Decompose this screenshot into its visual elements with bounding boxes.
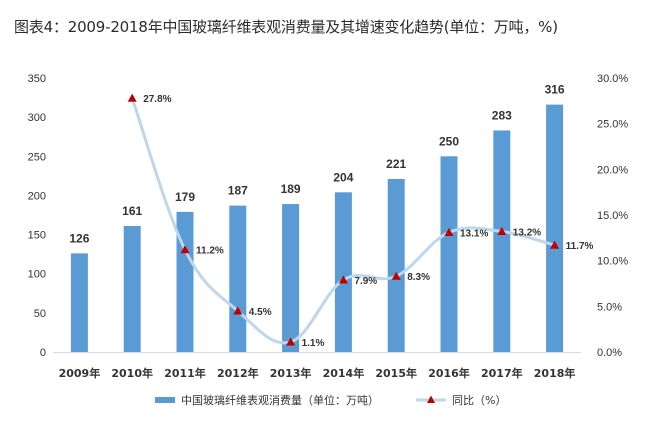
x-tick-label: 2009年	[59, 366, 101, 380]
chart-title: 图表4：2009-2018年中国玻璃纤维表观消费量及其增速变化趋势(单位：万吨，…	[14, 18, 558, 36]
bar-value-label: 316	[545, 83, 565, 97]
bar-value-label: 283	[492, 108, 512, 122]
growth-marker	[550, 240, 560, 249]
bar-series	[70, 104, 564, 352]
bar	[493, 130, 511, 352]
bar-value-label: 187	[228, 184, 248, 198]
x-tick-label: 2011年	[164, 366, 206, 380]
legend-bar-swatch	[155, 397, 175, 403]
y-right-tick-label: 25.0%	[597, 119, 628, 131]
growth-line-series	[127, 93, 560, 346]
legend-bar-label: 中国玻璃纤维表观消费量（单位：万吨）	[181, 393, 379, 407]
x-tick-label: 2016年	[428, 366, 470, 380]
bar-value-label: 179	[175, 190, 195, 204]
bar	[176, 211, 194, 352]
x-tick-label: 2017年	[481, 366, 523, 380]
y-left-tick-label: 0	[40, 347, 46, 359]
x-tick-label: 2014年	[323, 366, 365, 380]
growth-value-label: 13.1%	[460, 228, 488, 239]
y-right-tick-label: 5.0%	[597, 301, 622, 313]
bar-value-label: 250	[439, 134, 459, 148]
y-left-tick-label: 100	[28, 269, 46, 281]
x-tick-label: 2012年	[217, 366, 259, 380]
growth-value-label: 11.2%	[196, 246, 224, 257]
y-left-tick-label: 150	[28, 230, 46, 242]
y-left-tick-label: 200	[28, 190, 46, 202]
growth-marker	[444, 227, 454, 236]
growth-value-label: 4.5%	[249, 307, 272, 318]
bar-value-label: 221	[386, 157, 406, 171]
bar	[387, 178, 405, 352]
growth-marker	[286, 337, 296, 346]
legend-line-marker	[427, 395, 435, 403]
bar-value-label: 189	[281, 182, 301, 196]
x-tick-label: 2015年	[375, 366, 417, 380]
growth-value-label: 11.7%	[566, 241, 594, 252]
y-right-tick-label: 20.0%	[597, 164, 628, 176]
axes: 0 50 100 150 200 250 300 350 0.0% 5.0% 10.0% 15.0% 2…	[28, 73, 629, 380]
y-left-tick-label: 350	[28, 73, 46, 85]
bar	[70, 253, 88, 352]
bar	[546, 104, 564, 352]
bar	[282, 204, 300, 352]
x-tick-label: 2013年	[270, 366, 312, 380]
growth-value-label: 8.3%	[407, 272, 430, 283]
growth-marker	[391, 271, 401, 280]
y-left-tick-label: 50	[34, 308, 46, 320]
bar-value-label: 204	[333, 170, 353, 184]
growth-marker	[233, 306, 243, 315]
y-right-tick-label: 15.0%	[597, 210, 628, 222]
growth-marker	[180, 245, 190, 254]
x-tick-label: 2018年	[534, 366, 576, 380]
bar	[334, 192, 352, 352]
bar-value-label: 161	[122, 204, 142, 218]
x-tick-label: 2010年	[111, 366, 153, 380]
y-left-tick-label: 300	[28, 112, 46, 124]
growth-value-label: 7.9%	[354, 276, 377, 287]
bar	[123, 225, 141, 352]
y-right-tick-label: 0.0%	[597, 347, 622, 359]
growth-marker	[338, 275, 348, 284]
data-labels: 126 161 179 187 189 204 221 250 283 316 27.8% 11.2%…	[69, 83, 593, 349]
y-left-tick-label: 250	[28, 151, 46, 163]
growth-value-label: 13.2%	[513, 227, 541, 238]
bar	[440, 156, 458, 352]
growth-marker	[127, 93, 137, 102]
y-right-tick-label: 30.0%	[597, 73, 628, 85]
growth-value-label: 27.8%	[143, 94, 171, 105]
bar-value-label: 126	[69, 231, 89, 245]
legend-line-label: 同比（%）	[452, 394, 506, 407]
y-right-tick-label: 10.0%	[597, 256, 628, 268]
growth-marker	[497, 226, 507, 236]
bar	[229, 205, 247, 352]
growth-value-label: 1.1%	[302, 338, 325, 349]
legend: 中国玻璃纤维表观消费量（单位：万吨） 同比（%）	[155, 393, 506, 407]
